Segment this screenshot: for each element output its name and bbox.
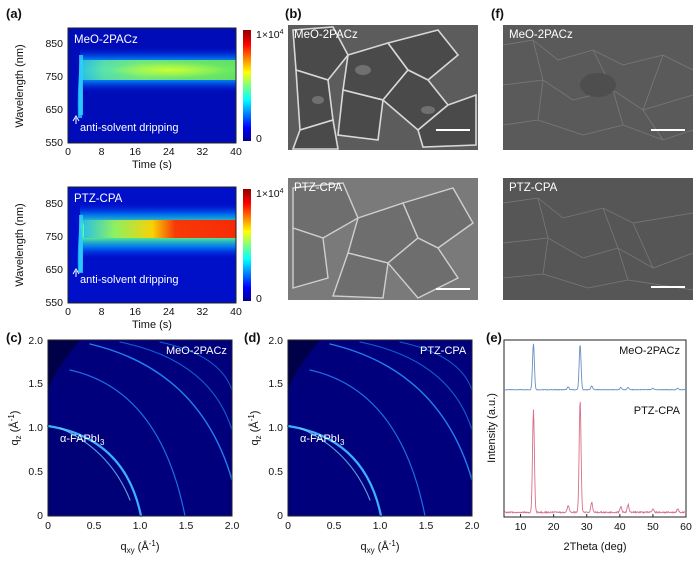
xtick-a2-2: 16	[129, 306, 141, 318]
ytick-d-2: 1.0	[268, 422, 283, 434]
xtick-a1-2: 16	[129, 146, 141, 158]
ytick-a2-2: 750	[45, 231, 63, 243]
xtick-a1-1: 8	[99, 146, 105, 158]
xlabel-d: qxy (Å-1)	[361, 539, 400, 555]
sample-label-a2: PTZ-CPA	[74, 193, 123, 205]
ytick-d-4: 2.0	[268, 335, 283, 347]
panel-label-f: (f)	[491, 6, 504, 21]
ylabel-a2: Wavelength (nm)	[14, 203, 26, 286]
xtick-d-1: 0.5	[327, 520, 342, 532]
sem-label-b-bottom: PTZ-CPA	[294, 182, 343, 194]
annotation-a1: anti-solvent dripping	[80, 122, 178, 134]
ytick-a2-1: 650	[45, 264, 63, 276]
giwaxs-meo: 0 0.5 1.0 1.5 2.0 0 0.5 1.0 1.5 2.0 qxy …	[7, 335, 240, 555]
ytick-a1-0: 550	[45, 137, 63, 149]
scale-bar-f-bottom	[651, 286, 685, 288]
xtick-a2-5: 40	[230, 306, 242, 318]
ytick-a2-0: 550	[45, 297, 63, 309]
xrd-xtick-0: 10	[515, 521, 527, 533]
panel-label-b: (b)	[285, 6, 302, 21]
xtick-c-4: 2.0	[225, 520, 240, 532]
cbar-min-a1: 0	[256, 133, 262, 145]
ytick-c-2: 1.0	[28, 422, 43, 434]
xlabel-a2: Time (s)	[132, 319, 172, 331]
xtick-a2-3: 24	[163, 306, 175, 318]
xrd-legend-ptz: PTZ-CPA	[634, 405, 681, 417]
xrd-series-1	[503, 401, 687, 515]
xrd-xtick-3: 40	[614, 521, 626, 533]
sem-label-f-bottom: PTZ-CPA	[509, 182, 558, 194]
xrd-xtick-4: 50	[647, 521, 659, 533]
ytick-a1-3: 850	[45, 38, 63, 50]
cbar-max-a2: 1×104	[256, 188, 284, 200]
xtick-a1-0: 0	[65, 146, 71, 158]
phase-label-d: α-FAPbI3	[300, 433, 345, 447]
sem-image-b-ptz: PTZ-CPA	[288, 178, 478, 300]
xtick-c-0: 0	[45, 520, 51, 532]
ytick-c-3: 1.5	[28, 378, 43, 390]
sample-label-d: PTZ-CPA	[420, 345, 467, 357]
xtick-a2-1: 8	[99, 306, 105, 318]
heatmap-meo: 550 650 750 850 0 8 16 24 32 40 0 1×104 …	[14, 27, 284, 170]
xtick-c-3: 1.5	[179, 520, 194, 532]
xlabel-c: qxy (Å-1)	[121, 539, 160, 555]
xtick-a1-4: 32	[197, 146, 209, 158]
ytick-a2-3: 850	[45, 198, 63, 210]
ytick-d-1: 0.5	[268, 466, 283, 478]
giwaxs-ptz: 0 0.5 1.0 1.5 2.0 0 0.5 1.0 1.5 2.0 qxy …	[247, 335, 480, 555]
panel-label-d: (d)	[244, 330, 261, 345]
xtick-d-0: 0	[285, 520, 291, 532]
xrd-xtick-1: 20	[548, 521, 560, 533]
ytick-c-1: 0.5	[28, 466, 43, 478]
xrd-xtick-2: 30	[581, 521, 593, 533]
phase-label-c: α-FAPbI3	[60, 433, 105, 447]
xrd-chart: 10 20 30 40 50 60 MeO-2PACz PTZ-CPA 2Theta (d…	[486, 339, 692, 553]
xtick-a1-3: 24	[163, 146, 175, 158]
ytick-c-0: 0	[37, 510, 43, 522]
xrd-ylabel: Intensity (a.u.)	[486, 393, 498, 463]
scale-bar-f-top	[651, 129, 685, 131]
ytick-d-0: 0	[277, 510, 283, 522]
sample-label-a1: MeO-2PACz	[74, 34, 138, 46]
sem-label-b-top: MeO-2PACz	[294, 29, 358, 41]
xtick-a1-5: 40	[230, 146, 242, 158]
sample-label-c: MeO-2PACz	[166, 345, 227, 357]
panel-label-e: (e)	[486, 330, 502, 345]
sem-image-f-meo: MeO-2PACz	[503, 25, 693, 150]
ylabel-c: qz (Å-1)	[7, 411, 23, 446]
ytick-a1-2: 750	[45, 71, 63, 83]
sem-label-f-top: MeO-2PACz	[509, 29, 573, 41]
panel-label-a: (a)	[6, 6, 22, 21]
xtick-d-3: 1.5	[419, 520, 434, 532]
sem-image-f-ptz: PTZ-CPA	[503, 178, 693, 300]
scale-bar-b-bottom	[436, 288, 470, 290]
xrd-xtick-5: 60	[680, 521, 692, 533]
annotation-a2: anti-solvent dripping	[80, 274, 178, 286]
xtick-c-1: 0.5	[87, 520, 102, 532]
xtick-c-2: 1.0	[133, 520, 148, 532]
xtick-d-2: 1.0	[373, 520, 388, 532]
ylabel-a1: Wavelength (nm)	[14, 44, 26, 127]
cbar-min-a2: 0	[256, 293, 262, 305]
ytick-d-3: 1.5	[268, 378, 283, 390]
xrd-xlabel: 2Theta (deg)	[564, 541, 627, 553]
xrd-legend-meo: MeO-2PACz	[619, 345, 680, 357]
sem-image-b-meo: MeO-2PACz	[288, 25, 478, 150]
xtick-a2-4: 32	[197, 306, 209, 318]
xtick-d-4: 2.0	[465, 520, 480, 532]
xlabel-a1: Time (s)	[132, 159, 172, 170]
ytick-a1-1: 650	[45, 104, 63, 116]
ytick-c-4: 2.0	[28, 335, 43, 347]
panel-label-c: (c)	[6, 330, 22, 345]
cbar-max-a1: 1×104	[256, 29, 284, 41]
xrd-series-0	[503, 343, 687, 391]
heatmap-ptz: 550 650 750 850 0 8 16 24 32 40 0 1×104 …	[14, 186, 284, 331]
xtick-a2-0: 0	[65, 306, 71, 318]
scale-bar-b-top	[436, 129, 470, 131]
ylabel-d: qz (Å-1)	[247, 411, 263, 446]
